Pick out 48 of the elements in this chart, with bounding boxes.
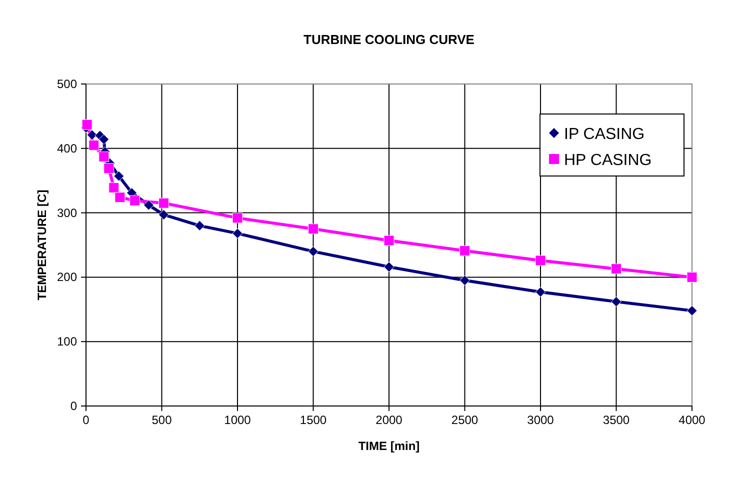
- x-axis-title: TIME [min]: [358, 439, 420, 453]
- point: [98, 152, 110, 162]
- x-tick-label: 500: [152, 413, 172, 427]
- point: [384, 262, 394, 272]
- point: [82, 119, 92, 130]
- point: [308, 224, 318, 234]
- point: [611, 296, 622, 307]
- x-tick-label: 3500: [602, 413, 630, 427]
- point: [535, 255, 546, 266]
- point: [108, 182, 120, 193]
- y-tick-label: 400: [56, 141, 78, 156]
- y-tick-label: 0: [70, 399, 78, 413]
- point: [88, 140, 100, 150]
- point: [686, 272, 698, 282]
- legend-label: HP CASING: [564, 152, 652, 169]
- point: [460, 246, 470, 256]
- point: [384, 235, 394, 246]
- x-tick-label: 2500: [451, 413, 478, 427]
- x-tick-label: 2000: [376, 413, 403, 427]
- x-tick-label: 0: [82, 413, 90, 427]
- point: [158, 198, 169, 208]
- x-tick-label: 1500: [300, 413, 327, 427]
- point: [194, 220, 205, 231]
- x-tick-label: 4000: [678, 413, 706, 427]
- point: [232, 212, 243, 224]
- point: [143, 200, 154, 210]
- point: [114, 192, 126, 203]
- y-tick-label: 500: [56, 77, 78, 91]
- y-tick-label: 300: [56, 206, 78, 220]
- x-tick-label: 1000: [224, 413, 252, 427]
- point: [114, 170, 124, 182]
- point: [308, 246, 318, 257]
- point: [460, 275, 470, 286]
- point: [158, 209, 169, 220]
- point: [232, 228, 243, 239]
- legend-label: IP CASING: [564, 126, 645, 143]
- point: [535, 286, 546, 298]
- y-tick-label: 100: [56, 334, 78, 349]
- point: [104, 163, 114, 174]
- point: [686, 305, 698, 316]
- chart-title: TURBINE COOLING CURVE: [304, 32, 475, 47]
- y-tick-label: 200: [56, 270, 78, 284]
- x-tick-label: 3000: [527, 413, 554, 427]
- point: [86, 130, 98, 140]
- point: [130, 195, 140, 206]
- point: [611, 264, 622, 274]
- point: [98, 134, 110, 145]
- y-axis-title: TEMPERATURE [C]: [35, 190, 49, 300]
